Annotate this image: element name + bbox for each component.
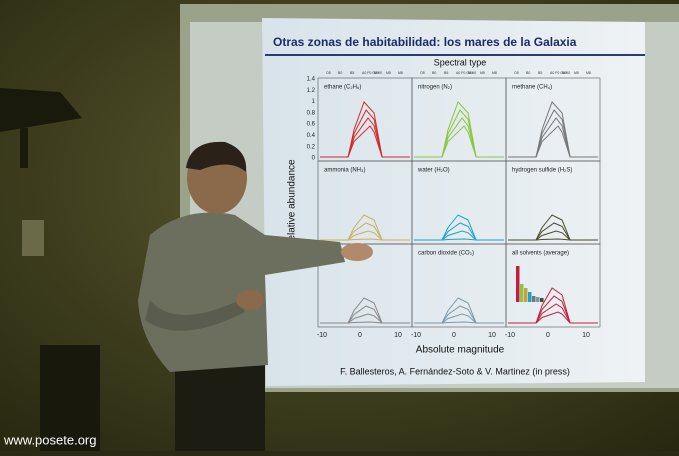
credit: F. Ballesteros, A. Fernández-Soto & V. M… — [340, 366, 570, 376]
curve — [414, 125, 504, 158]
chair — [40, 345, 100, 451]
panel-label: carbon dioxide (CO₂) — [418, 251, 474, 257]
spectral-tick: O5 — [514, 71, 519, 75]
inset-bar — [528, 292, 532, 302]
spectral-tick: O5 — [420, 71, 425, 75]
spectral-tick: B5 — [350, 71, 354, 75]
curve — [508, 125, 598, 158]
panel — [505, 243, 601, 328]
panel-label: ethane (C₂H₆) — [324, 85, 361, 91]
curve — [320, 321, 410, 324]
projector-mount — [20, 128, 28, 168]
panel-label: all solvents (average) — [512, 251, 569, 257]
spectral-tick: M0 — [468, 71, 473, 75]
curve — [414, 238, 504, 241]
watermark: www.posete.org — [3, 432, 97, 447]
inset-bar — [524, 288, 528, 302]
spectral-tick: A0 F0 G0 K0 — [456, 71, 476, 75]
y-tick-label: 0.6 — [307, 122, 316, 128]
panel-label: water (H₂O) — [417, 168, 450, 174]
spectral-tick: B5 — [538, 71, 542, 75]
spectral-tick: A0 F0 G0 K0 — [550, 71, 570, 75]
x-tick-label: 10 — [582, 332, 590, 339]
spectral-tick: M5 — [386, 71, 391, 75]
y-tick-label: 0.4 — [307, 133, 316, 139]
projector — [0, 88, 82, 132]
spectral-tick: B0 — [526, 71, 530, 75]
spectral-tick: M5 — [480, 71, 485, 75]
inset-bar — [516, 266, 520, 302]
top-axis-label: Spectral type — [434, 57, 487, 67]
spectral-tick: B0 — [432, 71, 436, 75]
y-tick-label: 1.2 — [307, 88, 316, 94]
x-tick-label: 0 — [358, 332, 362, 339]
x-tick-label: 10 — [394, 332, 402, 339]
x-tick-label: -10 — [505, 332, 515, 339]
x-tick-label: -10 — [317, 332, 327, 339]
x-tick-label: 10 — [488, 332, 496, 339]
y-tick-label: 0.2 — [307, 144, 316, 150]
curve — [414, 321, 504, 324]
spectral-tick: M8 — [492, 71, 497, 75]
spectral-tick: M8 — [586, 71, 591, 75]
x-axis-label: Absolute magnitude — [416, 345, 505, 356]
spectral-tick: M0 — [374, 71, 379, 75]
panel-label: ammonia (NH₃) — [324, 168, 365, 174]
x-tick-label: 0 — [546, 332, 550, 339]
y-tick-label: 0 — [312, 156, 316, 162]
curve — [508, 238, 598, 241]
spectral-tick: M0 — [562, 71, 567, 75]
x-tick-label: -10 — [411, 332, 421, 339]
curve — [320, 125, 410, 158]
spectral-tick: B5 — [444, 71, 448, 75]
x-tick-label: 0 — [452, 332, 456, 339]
inset-bar — [540, 298, 544, 302]
spectral-tick: O5 — [326, 71, 331, 75]
y-axis-label: elative abundance — [287, 159, 298, 241]
curve — [320, 238, 410, 241]
y-tick-label: 1 — [312, 99, 316, 105]
inset-bar — [532, 296, 536, 302]
spectral-tick: A0 F0 G0 K0 — [362, 71, 382, 75]
inset-bar — [520, 284, 524, 302]
panel-label: hydrogen sulfide (H₂S) — [512, 168, 572, 174]
curve — [508, 311, 598, 324]
spectral-tick: B0 — [338, 71, 342, 75]
y-tick-label: 1.4 — [307, 77, 316, 83]
title-rule — [265, 54, 645, 56]
inset-bar — [536, 297, 540, 302]
panel-label: nitrogen (N₂) — [418, 85, 452, 91]
wall-switch — [22, 220, 44, 256]
spectral-tick: M8 — [398, 71, 403, 75]
panel-label: methane (CH₄) — [512, 85, 552, 91]
y-tick-label: 0.8 — [307, 110, 316, 116]
presenter — [138, 141, 373, 451]
slide-title: Otras zonas de habitabilidad: los mares … — [273, 35, 577, 49]
spectral-tick: M5 — [574, 71, 579, 75]
